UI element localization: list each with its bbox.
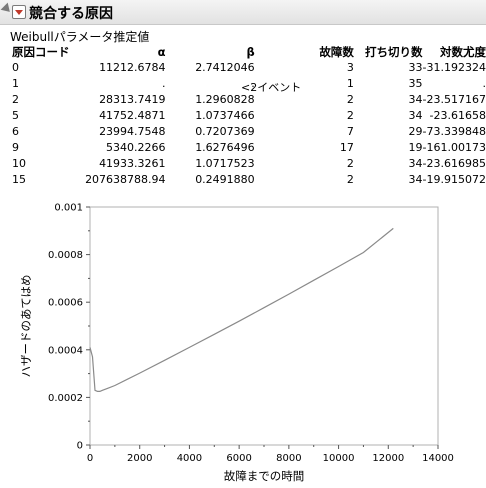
- table-cell: 2: [346, 157, 354, 170]
- x-tick-label: 0: [87, 453, 93, 464]
- table-cell: 33: [408, 61, 423, 74]
- x-tick-label: 10000: [323, 453, 355, 464]
- col-header-alpha: α: [157, 45, 166, 59]
- table-cell: .: [251, 77, 255, 90]
- y-axis-label: ハザードのあてはめ: [19, 274, 33, 377]
- weibull-parameter-table: 原因コード α β 故障数 打ち切り数 対数尤度 0 11212.6784 2.74…: [12, 44, 486, 188]
- few-events-note: <2イベント: [241, 81, 302, 94]
- table-cell: 2: [346, 93, 354, 106]
- table-cell: 35: [408, 77, 423, 90]
- table-cell: 5340.2266: [106, 141, 166, 154]
- table-cell: 0: [12, 61, 19, 74]
- x-tick-label: 12000: [372, 453, 404, 464]
- table-row: 1.. 1 35.: [12, 76, 486, 92]
- plot-frame: [89, 206, 439, 446]
- table-cell: 28313.7419: [99, 93, 166, 106]
- table-row: 15 207638788.94 0.2491880 2 34 -19.915072: [12, 172, 486, 188]
- table-cell: 23994.7548: [99, 125, 166, 138]
- col-header-loglik: 対数尤度: [440, 45, 486, 59]
- x-tick-label: 2000: [127, 453, 152, 464]
- table-cell: 2: [346, 109, 354, 122]
- table-cell: 17: [339, 141, 354, 154]
- table-cell: 1.6276496: [195, 141, 255, 154]
- x-tick-label: 8000: [276, 453, 301, 464]
- hazard-series-line: [89, 227, 394, 392]
- red-triangle-menu-button[interactable]: [12, 5, 26, 19]
- table-cell: -19.915072: [422, 173, 486, 186]
- table-cell: 7: [346, 125, 354, 138]
- table-cell: 34: [408, 157, 423, 170]
- table-cell: 34: [408, 93, 423, 106]
- table-cell: -23.61658: [429, 109, 486, 122]
- table-cell: 0.2491880: [195, 173, 255, 186]
- table-cell: 1.0717523: [195, 157, 255, 170]
- table-title: Weibullパラメータ推定値: [10, 30, 150, 44]
- red-triangle-icon: [15, 10, 23, 15]
- table-cell: -23.517167: [422, 93, 486, 106]
- table-cell: 34: [408, 109, 423, 122]
- table-cell: 15: [12, 173, 26, 186]
- col-header-censored: 打ち切り数: [365, 45, 423, 59]
- table-header-row: 原因コード α β 故障数 打ち切り数 対数尤度: [12, 44, 486, 60]
- y-tick-label: 0.0008: [48, 250, 83, 261]
- table-cell: -31.192324: [422, 61, 486, 74]
- table-cell: 1: [12, 77, 19, 90]
- table-cell: 2: [12, 93, 19, 106]
- table-cell: -23.616985: [422, 157, 486, 170]
- table-cell: 0.7207369: [195, 125, 255, 138]
- table-row: 6 23994.7548 0.7207369 7 29 -73.339848: [12, 124, 486, 140]
- table-cell: 34: [408, 173, 423, 186]
- table-row: 9 5340.2266 1.6276496 17 19 -161.00173: [12, 140, 486, 156]
- x-tick-label: 6000: [226, 453, 251, 464]
- table-row: 2 28313.7419 1.2960828 2 34 -23.517167: [12, 92, 486, 108]
- report-title: 競合する原因: [29, 6, 113, 22]
- table-row: 5 41752.4871 1.0737466 2 34 -23.61658: [12, 108, 486, 124]
- table-cell: 19: [408, 141, 423, 154]
- y-tick-label: 0: [77, 441, 83, 452]
- table-cell: 29: [408, 125, 423, 138]
- table-row: 0 11212.6784 2.7412046 3 33 -31.192324: [12, 60, 486, 76]
- table-cell: 1: [346, 77, 354, 90]
- table-cell: 2: [346, 173, 354, 186]
- table-cell: 1.2960828: [195, 93, 255, 106]
- report-header: 競合する原因: [0, 0, 486, 25]
- x-tick-label: 14000: [422, 453, 454, 464]
- table-cell: 41752.4871: [99, 109, 166, 122]
- x-axis-label: 故障までの時間: [224, 469, 305, 483]
- table-cell: 2.7412046: [195, 61, 255, 74]
- table-cell: 207638788.94: [85, 173, 166, 186]
- col-header-failures: 故障数: [319, 45, 354, 59]
- x-tick-label: 4000: [177, 453, 202, 464]
- y-tick-label: 0.001: [54, 203, 83, 214]
- table-cell: 6: [12, 125, 19, 138]
- table-cell: 5: [12, 109, 19, 122]
- hazard-chart: 0 0.0002 0.0004 0.0006 0.0008 0.001 0 2000 4000…: [19, 203, 454, 484]
- table-cell: 9: [12, 141, 19, 154]
- table-cell: -161.00173: [422, 141, 486, 154]
- col-header-beta: β: [246, 45, 255, 59]
- table-cell: 10: [12, 157, 26, 170]
- table-cell: 1.0737466: [195, 109, 255, 122]
- col-header-cause-code: 原因コード: [12, 45, 70, 59]
- table-cell: 11212.6784: [99, 61, 166, 74]
- y-tick-label: 0.0002: [48, 393, 83, 404]
- table-cell: 41933.3261: [99, 157, 166, 170]
- y-tick-label: 0.0004: [48, 345, 83, 356]
- table-cell: .: [482, 77, 486, 90]
- y-tick-label: 0.0006: [48, 298, 83, 309]
- table-row: 10 41933.3261 1.0717523 2 34 -23.616985: [12, 156, 486, 172]
- table-cell: -73.339848: [422, 125, 486, 138]
- table-cell: .: [162, 77, 166, 90]
- table-cell: 3: [346, 61, 354, 74]
